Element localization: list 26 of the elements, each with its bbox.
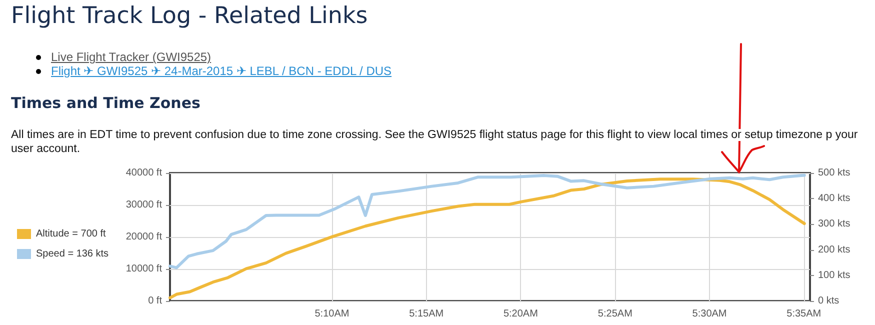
legend-label: Altitude = 700 ft bbox=[36, 228, 106, 240]
x-tick-label: 5:30AM bbox=[692, 308, 727, 320]
text: Flight ✈ GWI9525 ✈ 24-Mar-2015 ✈ LEBL / BCN - EDDL / DUS bbox=[51, 64, 392, 78]
y-tick-label: 0 ft bbox=[148, 296, 162, 306]
x-tick-label: 5:25AM bbox=[598, 308, 632, 320]
line-series bbox=[168, 178, 806, 300]
y-tick-label: 40000 ft bbox=[126, 168, 162, 178]
x-tick-label: 5:20AM bbox=[503, 308, 538, 320]
y-tick-label: 30000 ft bbox=[126, 200, 162, 210]
x-tick-label: 5:35AM bbox=[786, 308, 822, 320]
y2-tick-label: 500 kts bbox=[818, 168, 850, 178]
x-tick-label: 5:15AM bbox=[409, 308, 444, 320]
chart-subtitle: Times and Time Zones bbox=[11, 94, 200, 112]
text: All times are in EDT time to prevent confusion due to time zone crossing. See the GWI9525 flight status page for this flight to view local times or setup timezone p your user account. bbox=[11, 129, 858, 155]
y2-tick-label: 400 kts bbox=[818, 193, 850, 204]
y-tick-label: 20000 ft bbox=[126, 232, 162, 242]
y2-tick-label: 300 kts bbox=[818, 218, 850, 230]
text: Live Flight Tracker (GWI9525) bbox=[51, 50, 212, 64]
y2-tick-label: 0 kts bbox=[818, 296, 840, 306]
y-tick-label: 10000 ft bbox=[126, 264, 162, 274]
y2-tick-label: 200 kts bbox=[818, 244, 850, 256]
line-series bbox=[168, 174, 806, 270]
x-tick-label: 5:10AM bbox=[314, 308, 350, 320]
y2-tick-label: 100 kts bbox=[818, 270, 850, 281]
chart-title: Flight Track Log - Related Links bbox=[11, 3, 368, 29]
legend-label: Speed = 136 kts bbox=[36, 248, 109, 260]
